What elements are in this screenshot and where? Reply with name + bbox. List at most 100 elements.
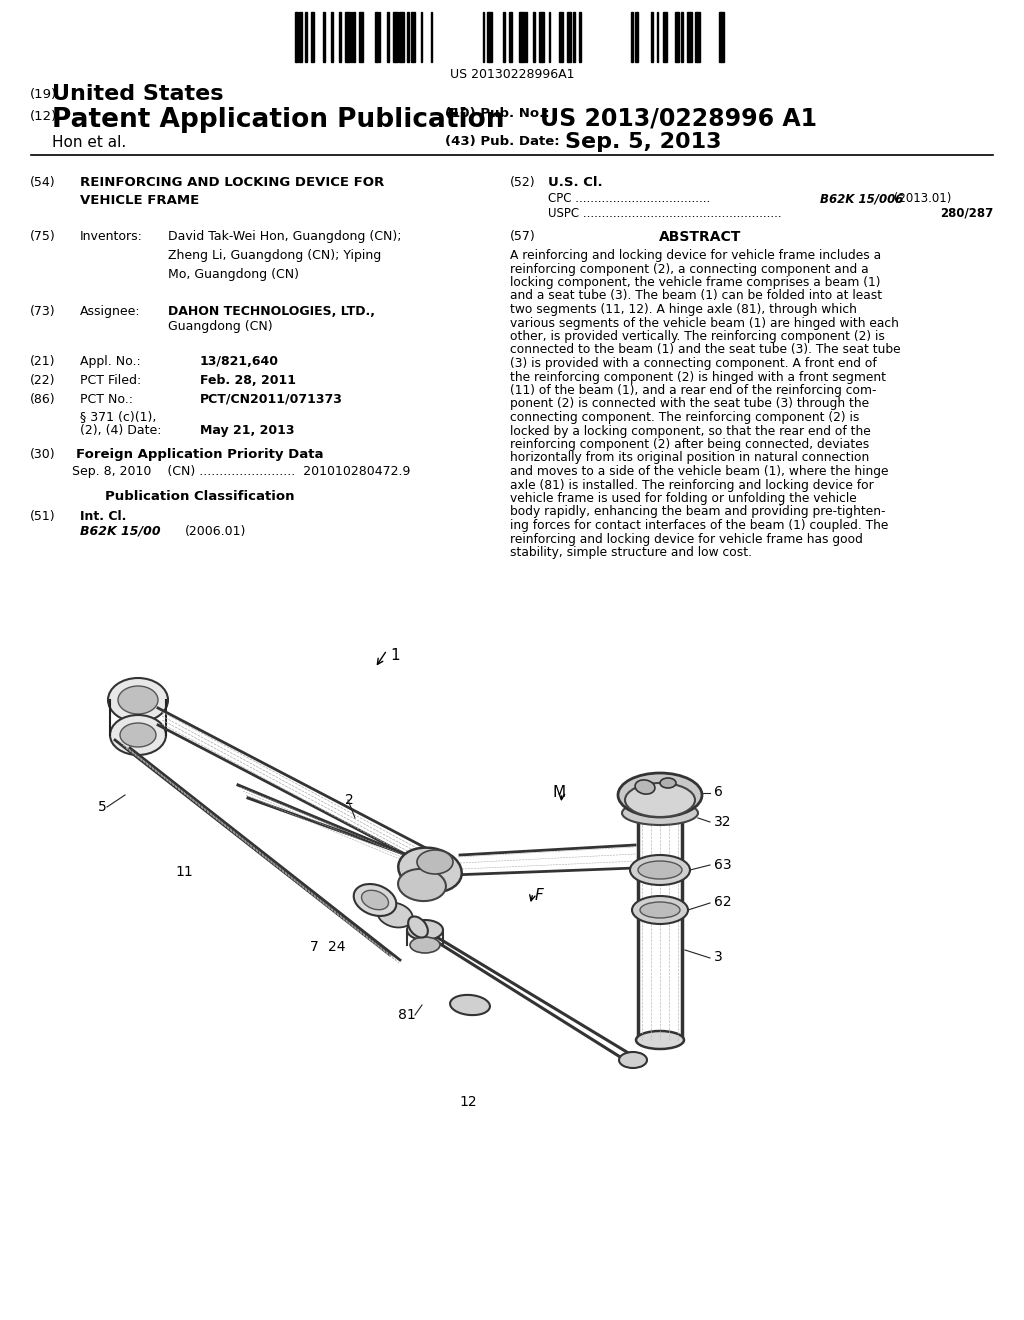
Text: two segments (11, 12). A hinge axle (81), through which: two segments (11, 12). A hinge axle (81)… (510, 304, 857, 315)
Text: May 21, 2013: May 21, 2013 (200, 424, 295, 437)
Text: A reinforcing and locking device for vehicle frame includes a: A reinforcing and locking device for veh… (510, 249, 881, 261)
Text: REINFORCING AND LOCKING DEVICE FOR
VEHICLE FRAME: REINFORCING AND LOCKING DEVICE FOR VEHIC… (80, 176, 384, 207)
Bar (375, 12, 378, 62)
Bar (631, 12, 633, 62)
Text: connecting component. The reinforcing component (2) is: connecting component. The reinforcing co… (510, 411, 859, 424)
Ellipse shape (451, 995, 489, 1015)
Text: reinforcing component (2) after being connected, deviates: reinforcing component (2) after being co… (510, 438, 869, 451)
Bar (635, 12, 638, 62)
Bar (687, 12, 692, 62)
Ellipse shape (660, 777, 676, 788)
Text: (22): (22) (30, 374, 55, 387)
Text: M: M (553, 785, 566, 800)
Text: 11: 11 (175, 865, 193, 879)
Text: Inventors:: Inventors: (80, 230, 143, 243)
Bar (353, 12, 355, 62)
Bar (299, 12, 302, 62)
Ellipse shape (409, 916, 428, 937)
Ellipse shape (618, 774, 702, 817)
Text: various segments of the vehicle beam (1) are hinged with each: various segments of the vehicle beam (1)… (510, 317, 899, 330)
Text: Int. Cl.: Int. Cl. (80, 510, 126, 523)
Ellipse shape (638, 861, 682, 879)
Text: Publication Classification: Publication Classification (105, 490, 295, 503)
Text: Guangdong (CN): Guangdong (CN) (168, 319, 272, 333)
Text: axle (81) is installed. The reinforcing and locking device for: axle (81) is installed. The reinforcing … (510, 479, 873, 491)
Bar (339, 12, 341, 62)
Text: (3) is provided with a connecting component. A front end of: (3) is provided with a connecting compon… (510, 356, 877, 370)
Text: Sep. 8, 2010    (CN) ........................  201010280472.9: Sep. 8, 2010 (CN) ......................… (72, 465, 411, 478)
Bar (487, 12, 492, 62)
Bar (539, 12, 544, 62)
Bar (305, 12, 307, 62)
Text: body rapidly, enhancing the beam and providing pre-tighten-: body rapidly, enhancing the beam and pro… (510, 506, 886, 519)
Text: (86): (86) (30, 393, 55, 407)
Ellipse shape (118, 686, 158, 714)
Ellipse shape (410, 937, 440, 953)
Text: PCT No.:: PCT No.: (80, 393, 133, 407)
Text: (12): (12) (30, 110, 57, 123)
Text: PCT/CN2011/071373: PCT/CN2011/071373 (200, 393, 343, 407)
Text: (54): (54) (30, 176, 55, 189)
Ellipse shape (377, 903, 413, 928)
Ellipse shape (632, 896, 688, 924)
Text: PCT Filed:: PCT Filed: (80, 374, 141, 387)
Text: 3: 3 (714, 950, 723, 964)
Text: ponent (2) is connected with the seat tube (3) through the: ponent (2) is connected with the seat tu… (510, 397, 869, 411)
Bar (695, 12, 700, 62)
Text: 63: 63 (714, 858, 731, 873)
Text: other, is provided vertically. The reinforcing component (2) is: other, is provided vertically. The reinf… (510, 330, 885, 343)
Bar (559, 12, 563, 62)
Bar (503, 12, 505, 62)
Bar (331, 12, 333, 62)
Bar (675, 12, 679, 62)
Text: (11) of the beam (1), and a rear end of the reinforcing com-: (11) of the beam (1), and a rear end of … (510, 384, 877, 397)
Text: (2), (4) Date:: (2), (4) Date: (80, 424, 162, 437)
Text: 5: 5 (98, 800, 106, 814)
Text: 13/821,640: 13/821,640 (200, 355, 279, 368)
Ellipse shape (636, 1031, 684, 1049)
Text: (21): (21) (30, 355, 55, 368)
Text: (43) Pub. Date:: (43) Pub. Date: (445, 135, 560, 148)
Bar (534, 12, 535, 62)
Bar (393, 12, 398, 62)
Text: (10) Pub. No.:: (10) Pub. No.: (445, 107, 550, 120)
Ellipse shape (361, 890, 388, 909)
Ellipse shape (625, 783, 695, 817)
Text: B62K 15/00: B62K 15/00 (80, 525, 161, 539)
Bar (399, 12, 404, 62)
Ellipse shape (110, 715, 166, 755)
Bar (579, 12, 581, 62)
Text: Sep. 5, 2013: Sep. 5, 2013 (565, 132, 722, 152)
Bar (719, 12, 724, 62)
Bar (387, 12, 389, 62)
Bar (323, 12, 325, 62)
Text: 32: 32 (714, 814, 731, 829)
Text: locked by a locking component, so that the rear end of the: locked by a locking component, so that t… (510, 425, 870, 437)
Text: locking component, the vehicle frame comprises a beam (1): locking component, the vehicle frame com… (510, 276, 881, 289)
Text: ing forces for contact interfaces of the beam (1) coupled. The: ing forces for contact interfaces of the… (510, 519, 889, 532)
Bar (407, 12, 409, 62)
Bar (359, 12, 362, 62)
Text: Foreign Application Priority Data: Foreign Application Priority Data (76, 447, 324, 461)
Ellipse shape (407, 920, 443, 940)
Ellipse shape (618, 1052, 647, 1068)
Text: (30): (30) (30, 447, 55, 461)
Bar (525, 12, 527, 62)
Bar (651, 12, 653, 62)
Text: connected to the beam (1) and the seat tube (3). The seat tube: connected to the beam (1) and the seat t… (510, 343, 901, 356)
Bar (411, 12, 415, 62)
Ellipse shape (120, 723, 156, 747)
Text: US 20130228996A1: US 20130228996A1 (450, 69, 574, 81)
Text: Appl. No.:: Appl. No.: (80, 355, 140, 368)
Text: US 2013/0228996 A1: US 2013/0228996 A1 (540, 107, 817, 131)
Text: the reinforcing component (2) is hinged with a front segment: the reinforcing component (2) is hinged … (510, 371, 886, 384)
Text: (51): (51) (30, 510, 55, 523)
Text: DAHON TECHNOLOGIES, LTD.,: DAHON TECHNOLOGIES, LTD., (168, 305, 375, 318)
Ellipse shape (353, 884, 396, 916)
Text: 12: 12 (459, 1096, 477, 1109)
Text: (73): (73) (30, 305, 55, 318)
Ellipse shape (108, 678, 168, 722)
Bar (295, 12, 298, 62)
Bar (567, 12, 571, 62)
Ellipse shape (640, 902, 680, 917)
